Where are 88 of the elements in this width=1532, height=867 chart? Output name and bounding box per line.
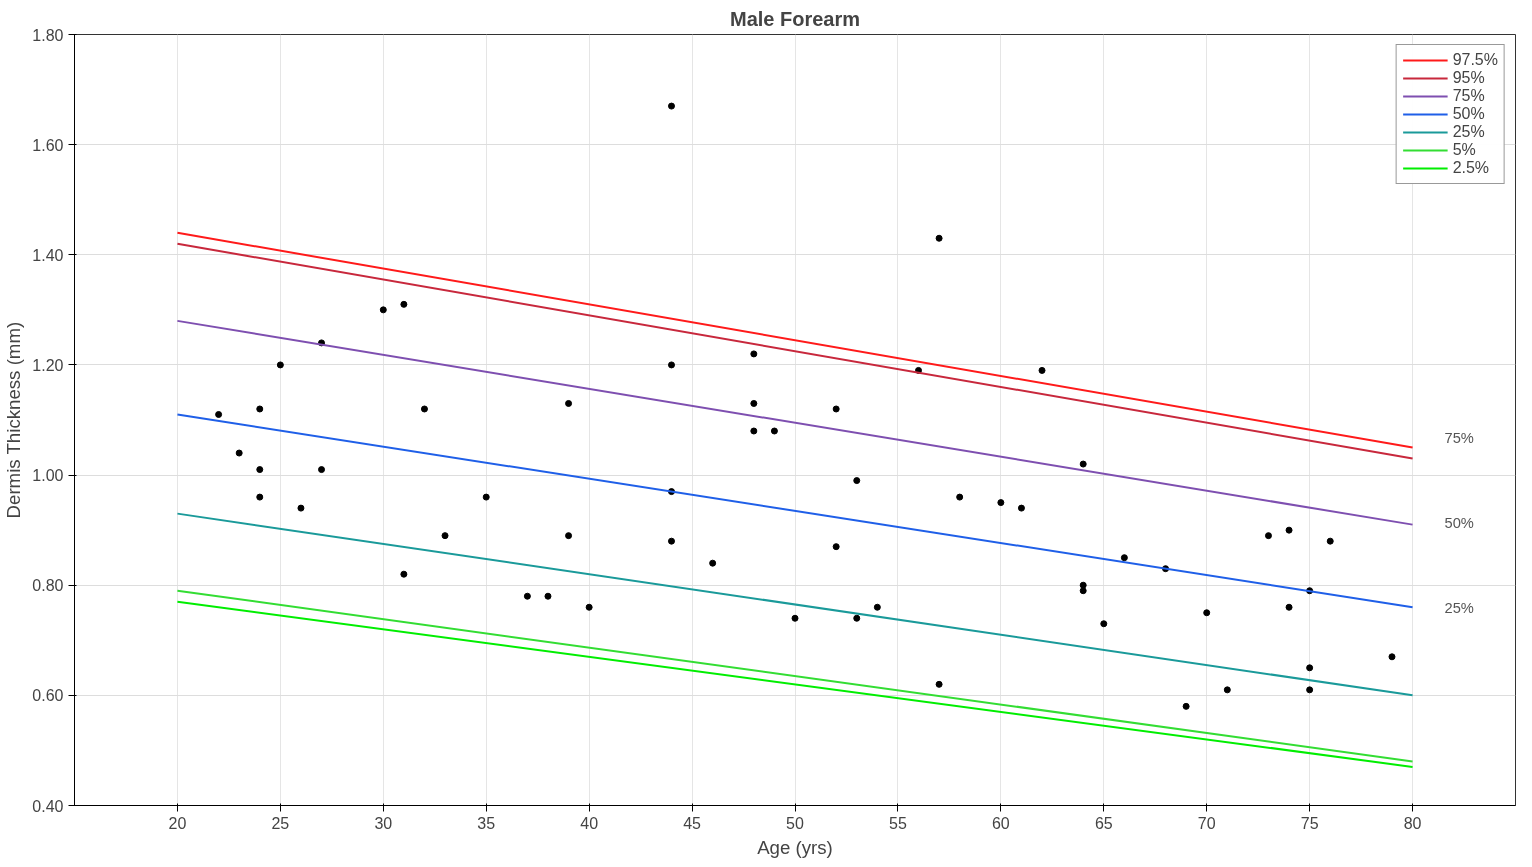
point xyxy=(482,493,490,501)
point xyxy=(997,499,1005,507)
point xyxy=(276,361,284,369)
annotation: 25% xyxy=(1444,599,1474,616)
point xyxy=(441,532,449,540)
point xyxy=(1079,460,1087,468)
legend-label: 50% xyxy=(1452,105,1485,123)
point xyxy=(667,102,675,110)
y-tick-label: 0.60 xyxy=(32,687,64,705)
x-axis-title: Age (yrs) xyxy=(757,836,833,858)
point xyxy=(935,680,943,688)
point xyxy=(256,405,264,413)
y-axis-title: Dermis Thickness (mm) xyxy=(3,321,25,519)
y-tick-label: 1.60 xyxy=(32,136,64,154)
y-tick-label: 0.80 xyxy=(32,577,64,595)
point xyxy=(1100,620,1108,628)
point xyxy=(750,399,758,407)
x-tick-label: 50 xyxy=(786,814,804,832)
point xyxy=(1182,702,1190,710)
x-tick-label: 35 xyxy=(477,814,496,832)
chart-title: Male Forearm xyxy=(729,7,861,30)
point xyxy=(853,614,861,622)
point xyxy=(318,466,326,474)
point xyxy=(832,543,840,551)
x-tick-label: 45 xyxy=(683,814,702,832)
point xyxy=(667,537,675,545)
point xyxy=(935,234,943,242)
legend-label: 5% xyxy=(1452,141,1476,159)
point xyxy=(832,405,840,413)
point xyxy=(1120,554,1128,562)
point xyxy=(1264,532,1272,540)
point xyxy=(1285,526,1293,534)
y-tick-label: 0.40 xyxy=(32,797,64,815)
point xyxy=(1203,609,1211,617)
point xyxy=(750,427,758,435)
point xyxy=(544,592,552,600)
point xyxy=(400,570,408,578)
point xyxy=(565,399,573,407)
annotation: 75% xyxy=(1444,429,1474,446)
point xyxy=(1223,686,1231,694)
point xyxy=(256,493,264,501)
point xyxy=(667,361,675,369)
x-tick-label: 30 xyxy=(374,814,393,832)
annotation: 50% xyxy=(1444,514,1474,531)
legend-label: 25% xyxy=(1452,123,1485,141)
point xyxy=(709,559,717,567)
y-tick-label: 1.40 xyxy=(32,246,64,264)
point xyxy=(215,411,223,418)
x-tick-label: 20 xyxy=(168,814,187,832)
y-tick-label: 1.00 xyxy=(32,467,64,485)
x-tick-label: 75 xyxy=(1300,814,1319,832)
point xyxy=(873,603,881,611)
y-tick-label: 1.80 xyxy=(32,26,64,44)
point xyxy=(1079,581,1087,589)
point xyxy=(770,427,778,435)
point xyxy=(256,466,264,474)
point xyxy=(1079,587,1087,595)
point xyxy=(791,614,799,622)
x-tick-label: 25 xyxy=(271,814,290,832)
x-tick-label: 65 xyxy=(1094,814,1113,832)
point xyxy=(420,405,428,413)
point xyxy=(1306,686,1314,694)
legend-label: 95% xyxy=(1452,69,1485,87)
point xyxy=(1017,504,1025,512)
point xyxy=(585,603,593,611)
point xyxy=(1038,366,1046,374)
point xyxy=(1326,537,1334,545)
y-tick-label: 1.20 xyxy=(32,356,64,374)
point xyxy=(379,306,387,314)
x-tick-label: 40 xyxy=(580,814,599,832)
point xyxy=(523,592,531,600)
point xyxy=(1388,653,1396,661)
x-tick-label: 60 xyxy=(991,814,1010,832)
point xyxy=(956,493,964,501)
point xyxy=(750,350,758,358)
point xyxy=(1306,664,1314,672)
point xyxy=(235,449,243,457)
legend-label: 2.5% xyxy=(1452,159,1490,177)
x-tick-label: 70 xyxy=(1197,814,1216,832)
point xyxy=(1285,603,1293,611)
point xyxy=(297,504,305,512)
point xyxy=(565,532,573,540)
legend-label: 97.5% xyxy=(1452,51,1498,69)
point xyxy=(400,300,408,308)
point xyxy=(853,477,861,485)
legend-label: 75% xyxy=(1452,87,1485,105)
x-tick-label: 80 xyxy=(1403,814,1422,832)
x-tick-label: 55 xyxy=(889,814,907,832)
